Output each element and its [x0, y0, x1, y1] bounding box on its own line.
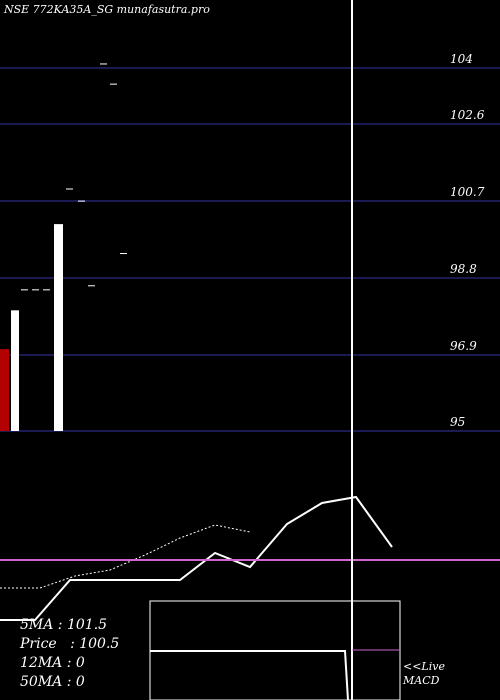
ma50-label: 50MA : 0 — [20, 674, 85, 690]
signal-dotted-line — [0, 524, 251, 589]
y-tick-label: 98.8 — [450, 262, 477, 276]
volume-bar — [54, 224, 63, 431]
y-tick-label: 104 — [450, 52, 473, 66]
macd-text: MACD — [403, 674, 440, 687]
macd-label: <<Live MACD — [403, 660, 445, 688]
live-label: <<Live — [403, 660, 445, 673]
chart-title: NSE 772KA35A_SG munafasutra.pro — [4, 3, 210, 16]
moving-average-info: 5MA : 101.5 Price : 100.5 12MA : 0 50MA … — [20, 616, 119, 692]
ma5-label: 5MA : 101.5 — [20, 617, 108, 633]
y-tick-label: 95 — [450, 415, 465, 429]
macd-histogram-line — [150, 650, 349, 700]
price-label: Price : 100.5 — [20, 636, 120, 652]
volume-bar — [0, 349, 9, 431]
volume-bar — [11, 310, 19, 431]
y-tick-label: 100.7 — [450, 185, 485, 199]
y-tick-label: 96.9 — [450, 339, 477, 353]
ma12-label: 12MA : 0 — [20, 655, 85, 671]
macd-line — [0, 495, 393, 621]
y-tick-label: 102.6 — [450, 108, 485, 122]
